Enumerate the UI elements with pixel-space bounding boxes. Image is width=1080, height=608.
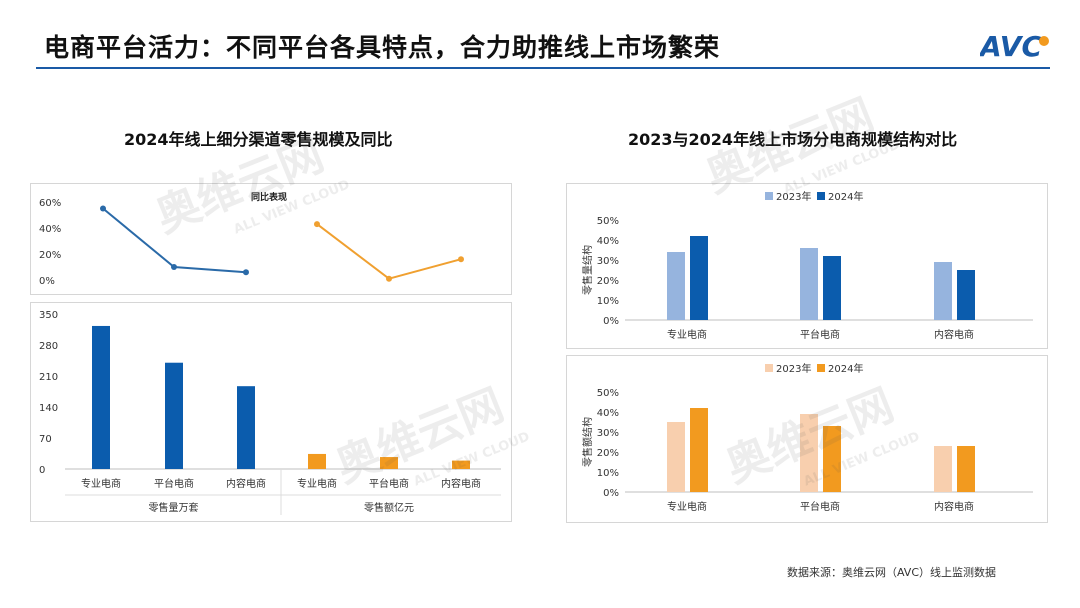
legend-label-2023: 2023年 [776,190,811,203]
yoy-subtitle: 同比表现 [251,191,287,203]
y-tick-label: 20% [597,448,619,459]
y-tick-label: 50% [597,388,619,399]
y-tick-label: 10% [597,468,619,479]
page-title: 电商平台活力：不同平台各具特点，合力助推线上市场繁荣 [44,33,721,62]
y-tick-label: 0% [39,276,55,287]
avc-logo: AVC [980,30,1049,62]
bar-2024 [823,256,841,320]
bar [165,362,183,469]
x-tick-label: 平台电商 [800,500,840,513]
x-tick-label: 平台电商 [800,328,840,341]
bar-2023 [800,414,818,492]
title-rule [36,67,1050,69]
y-tick-label: 350 [39,310,58,321]
y-tick-label: 40% [39,224,61,235]
logo-dot [1039,36,1049,46]
y-tick-label: 60% [39,198,61,209]
share-volume-panel: 50% 40% 30% 20% 10% 0% 零售量结构 2023年 2024年专业电商 平台电商… [566,183,1048,349]
group-label: 零售量万套 [149,501,199,514]
bar-2024 [957,446,975,492]
y-tick-label: 140 [39,403,58,414]
yoy-line-chart: 60% 40% 20% 0% 同比表现 [39,191,464,287]
legend-swatch-2023 [765,192,773,200]
y-tick-label: 210 [39,372,58,383]
data-point [243,269,249,276]
bar [237,386,255,469]
data-point [458,256,464,263]
x-tick-label: 专业电商 [667,500,707,513]
bar-2023 [667,252,685,320]
y-tick-label: 70 [39,434,52,445]
y-tick-label: 40% [597,236,619,247]
y-tick-label: 0% [603,488,619,499]
scale-panel: 350 280 210 140 70 0 专业电商 平台电商 内容电商零售量万套 专业电商 平台电商… [30,302,512,522]
bar-2024 [957,270,975,320]
bar-2023 [934,446,952,492]
x-tick-label: 内容电商 [934,500,974,513]
y-axis-label: 零售量结构 [581,245,594,295]
x-tick-label: 内容电商 [226,477,266,490]
data-point [386,275,392,282]
bar [308,453,326,469]
legend-swatch-2024 [817,192,825,200]
data-point [100,205,106,212]
x-tick-label: 专业电商 [667,328,707,341]
y-tick-label: 20% [597,276,619,287]
x-tick-label: 平台电商 [369,477,409,490]
legend-swatch-2024 [817,364,825,372]
y-tick-label: 10% [597,296,619,307]
logo-text: AVC [980,30,1042,62]
bar-2024 [690,408,708,492]
y-tick-label: 0% [603,316,619,327]
y-tick-label: 30% [597,428,619,439]
series-line-1 [102,207,247,274]
x-tick-label: 平台电商 [154,477,194,490]
bar-2023 [934,262,952,320]
group-label: 零售额亿元 [364,501,414,514]
data-source: 数据来源：奥维云网（AVC）线上监测数据 [786,566,996,579]
right-chart-title: 2023与2024年线上市场分电商规模结构对比 [628,130,958,149]
bar [380,457,398,469]
bar-2023 [667,422,685,492]
x-tick-label: 专业电商 [81,477,121,490]
y-tick-label: 50% [597,216,619,227]
y-tick-label: 20% [39,250,61,261]
y-axis-label: 零售额结构 [581,417,594,467]
y-tick-label: 280 [39,341,58,352]
bar-2023 [800,248,818,320]
x-tick-label: 内容电商 [441,477,481,490]
legend-label-2024: 2024年 [828,190,863,203]
y-tick-label: 40% [597,408,619,419]
legend-swatch-2023 [765,364,773,372]
data-point [314,221,320,228]
bar [92,325,110,469]
x-tick-label: 内容电商 [934,328,974,341]
yoy-panel: 60% 40% 20% 0% 同比表现 [30,183,512,295]
share-value-panel: 50% 40% 30% 20% 10% 0% 零售额结构 2023年 2024年专业电商 平台电商… [566,355,1048,523]
y-tick-label: 30% [597,256,619,267]
legend-label-2024: 2024年 [828,362,863,375]
bar-2024 [690,236,708,320]
left-chart-title: 2024年线上细分渠道零售规模及同比 [124,130,393,149]
bar [452,460,470,469]
legend-label-2023: 2023年 [776,362,811,375]
bar-2024 [823,426,841,492]
series-line-2 [316,223,462,280]
x-tick-label: 专业电商 [297,477,337,490]
y-tick-label: 0 [39,465,45,476]
data-point [171,264,177,270]
